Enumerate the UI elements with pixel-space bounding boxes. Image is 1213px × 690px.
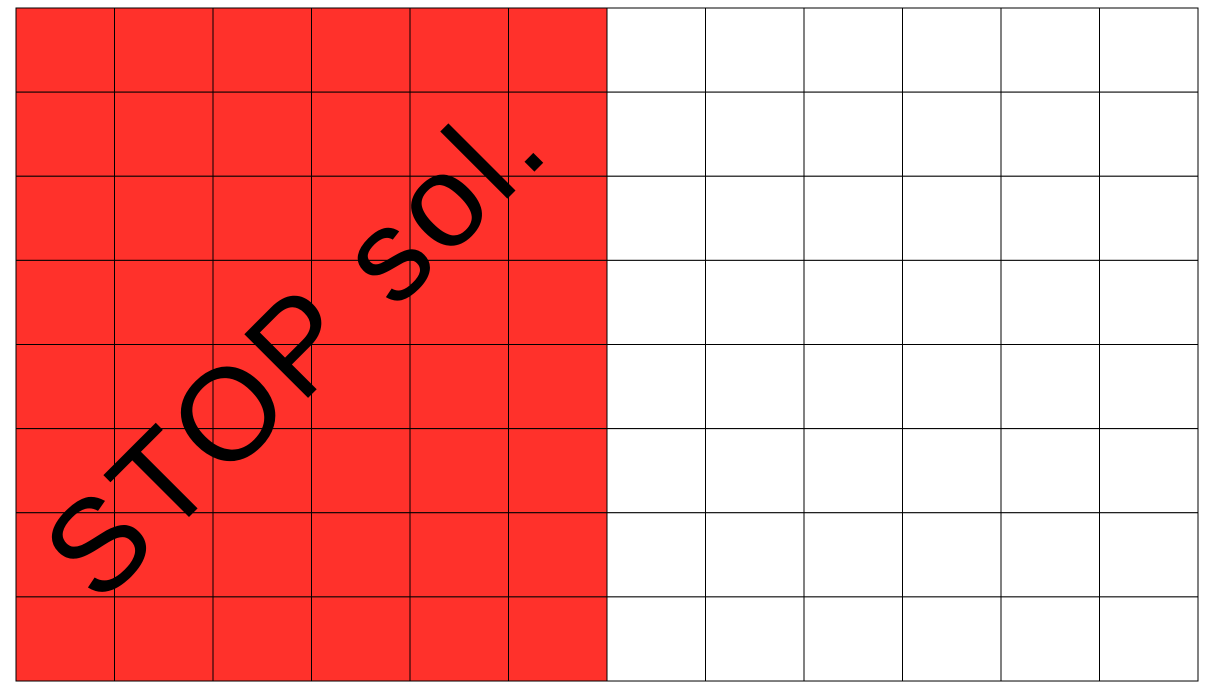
filled-cell xyxy=(508,7,608,93)
empty-cell xyxy=(1000,428,1100,514)
filled-cell xyxy=(15,259,115,346)
empty-cell xyxy=(803,596,903,682)
empty-cell xyxy=(902,91,1002,177)
empty-cell xyxy=(606,7,706,93)
filled-cell xyxy=(114,91,214,177)
filled-cell xyxy=(212,596,312,682)
empty-cell xyxy=(705,428,805,514)
filled-cell xyxy=(114,512,214,598)
empty-cell xyxy=(606,512,706,598)
filled-cell xyxy=(212,7,312,93)
filled-cell xyxy=(508,91,608,177)
filled-cell xyxy=(508,344,608,430)
empty-cell xyxy=(1099,344,1199,430)
filled-cell xyxy=(409,91,509,177)
filled-cell xyxy=(15,7,115,93)
filled-cell xyxy=(409,428,509,514)
empty-cell xyxy=(1000,91,1100,177)
filled-cell xyxy=(114,259,214,346)
empty-cell xyxy=(803,91,903,177)
filled-cell xyxy=(212,259,312,346)
filled-cell xyxy=(311,428,411,514)
empty-cell xyxy=(902,344,1002,430)
empty-cell xyxy=(1099,91,1199,177)
filled-cell xyxy=(409,175,509,261)
filled-cell xyxy=(15,175,115,261)
empty-cell xyxy=(606,91,706,177)
filled-cell xyxy=(311,175,411,261)
empty-cell xyxy=(803,512,903,598)
empty-cell xyxy=(1099,596,1199,682)
empty-cell xyxy=(1000,512,1100,598)
filled-cell xyxy=(508,512,608,598)
filled-cell xyxy=(114,344,214,430)
empty-cell xyxy=(1099,428,1199,514)
empty-cell xyxy=(705,91,805,177)
empty-cell xyxy=(803,175,903,261)
filled-cell xyxy=(409,7,509,93)
filled-cell xyxy=(508,596,608,682)
empty-cell xyxy=(1000,175,1100,261)
filled-cell xyxy=(15,596,115,682)
filled-cell xyxy=(114,7,214,93)
filled-cell xyxy=(311,512,411,598)
empty-cell xyxy=(1099,512,1199,598)
empty-cell xyxy=(803,259,903,346)
filled-cell xyxy=(311,91,411,177)
empty-cell xyxy=(1000,344,1100,430)
empty-cell xyxy=(606,175,706,261)
grid-cells xyxy=(15,7,1199,682)
empty-cell xyxy=(1099,175,1199,261)
filled-cell xyxy=(311,7,411,93)
filled-cell xyxy=(508,428,608,514)
empty-cell xyxy=(1000,7,1100,93)
empty-cell xyxy=(606,344,706,430)
filled-cell xyxy=(409,596,509,682)
empty-cell xyxy=(803,7,903,93)
filled-cell xyxy=(311,596,411,682)
filled-cell xyxy=(311,259,411,346)
empty-cell xyxy=(803,428,903,514)
filled-cell xyxy=(212,91,312,177)
empty-cell xyxy=(1000,259,1100,346)
filled-cell xyxy=(15,512,115,598)
empty-cell xyxy=(1099,7,1199,93)
empty-cell xyxy=(902,428,1002,514)
empty-cell xyxy=(902,175,1002,261)
empty-cell xyxy=(705,175,805,261)
filled-cell xyxy=(212,512,312,598)
empty-cell xyxy=(902,596,1002,682)
filled-cell xyxy=(409,344,509,430)
filled-cell xyxy=(212,175,312,261)
empty-cell xyxy=(705,7,805,93)
empty-cell xyxy=(1000,596,1100,682)
filled-cell xyxy=(15,428,115,514)
filled-cell xyxy=(15,91,115,177)
empty-cell xyxy=(1099,259,1199,346)
filled-cell xyxy=(508,259,608,346)
empty-cell xyxy=(902,259,1002,346)
filled-cell xyxy=(212,344,312,430)
filled-cell xyxy=(114,175,214,261)
empty-cell xyxy=(705,259,805,346)
empty-cell xyxy=(606,596,706,682)
empty-cell xyxy=(705,596,805,682)
empty-cell xyxy=(705,344,805,430)
empty-cell xyxy=(902,512,1002,598)
empty-cell xyxy=(803,344,903,430)
filled-cell xyxy=(114,596,214,682)
filled-cell xyxy=(409,512,509,598)
empty-cell xyxy=(606,428,706,514)
empty-cell xyxy=(606,259,706,346)
filled-cell xyxy=(15,344,115,430)
empty-cell xyxy=(902,7,1002,93)
empty-cell xyxy=(705,512,805,598)
